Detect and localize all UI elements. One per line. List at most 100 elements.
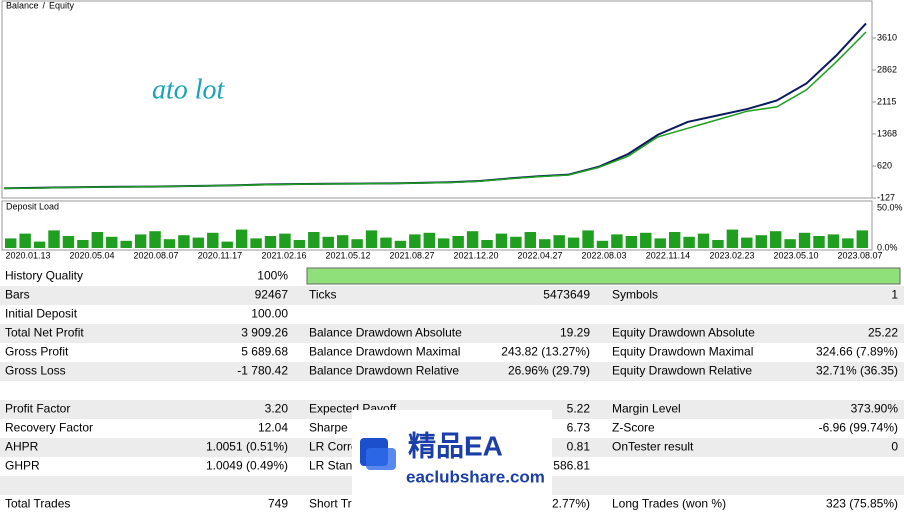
x-tick-label: 2020.05.04: [69, 250, 114, 260]
cell-label: History Quality: [5, 269, 83, 283]
cell-value: 323 (75.85%): [826, 497, 898, 511]
deposit-bar: [235, 229, 248, 248]
deposit-bar: [322, 236, 334, 248]
cell-label: Balance Drawdown Absolute: [309, 326, 462, 340]
cell-value: 243.82 (13.27%): [501, 345, 590, 359]
deposit-bar: [250, 238, 262, 248]
x-tick-label: 2023.08.07: [837, 250, 882, 260]
y-tick-label: 620: [877, 160, 892, 170]
deposit-bar: [495, 233, 508, 248]
cell-value: 100%: [257, 269, 288, 283]
row-band: [0, 286, 904, 305]
cell-value: 12.04: [258, 421, 288, 435]
cell-label: Initial Deposit: [5, 307, 78, 321]
deposit-bar: [668, 232, 681, 248]
cell-value: 26.96% (29.79): [508, 364, 590, 378]
x-tick-label: 2020.08.07: [133, 250, 178, 260]
deposit-bar: [596, 240, 609, 248]
deposit-bar: [163, 239, 176, 248]
cell-value: 373.90%: [851, 402, 899, 416]
x-tick-label: 2023.05.10: [773, 250, 818, 260]
cell-label: Total Net Profit: [5, 326, 84, 340]
cell-value: 92467: [255, 288, 289, 302]
annotation: ato lot: [152, 74, 226, 105]
deposit-bar: [755, 235, 767, 248]
deposit-bar: [19, 233, 31, 248]
x-tick-label: 2020.01.13: [5, 250, 50, 260]
cell-label: Long Trades (won %): [612, 497, 726, 511]
y-tick-label: 0.0%: [877, 242, 898, 252]
watermark-url: eaclubshare.com: [406, 467, 545, 486]
cell-value: 749: [268, 497, 288, 511]
deposit-bar: [452, 236, 464, 248]
x-tick-label: 2021.02.16: [261, 250, 306, 260]
y-tick-label: 2115: [877, 96, 896, 106]
cell-label: Symbols: [612, 288, 658, 302]
x-tick-label: 2021.08.27: [389, 250, 434, 260]
deposit-bar: [134, 234, 147, 248]
y-tick-label: 1368: [877, 128, 897, 138]
deposit-bar: [582, 230, 594, 248]
watermark-title: 精品EA: [408, 430, 503, 461]
cell-value: 324.66 (7.89%): [816, 345, 898, 359]
cell-label: Ticks: [309, 288, 337, 302]
y-tick-label: 2862: [877, 64, 897, 74]
deposit-bar: [365, 230, 378, 248]
deposit-bar: [308, 232, 320, 248]
deposit-bar: [207, 232, 219, 248]
deposit-bar: [394, 240, 407, 248]
cell-label: OnTester result: [612, 440, 694, 454]
x-tick-label: 2022.11.14: [646, 250, 690, 260]
y-tick-label: 3610: [877, 32, 897, 42]
cell-value: 100.00: [251, 307, 288, 321]
cell-value: 3.20: [265, 402, 289, 416]
deposit-bar: [77, 240, 89, 248]
deposit-bar: [106, 236, 118, 248]
quality-bar: [306, 267, 901, 285]
y-tick-label: -127: [877, 192, 895, 202]
cell-value: 3 909.26: [241, 326, 288, 340]
deposit-bar: [221, 241, 233, 248]
deposit-bar: [640, 232, 652, 248]
cell-value: 1.0049 (0.49%): [206, 459, 288, 473]
cell-label: Balance Drawdown Maximal: [309, 345, 460, 359]
cell-label: Gross Loss: [5, 364, 66, 378]
deposit-bar: [611, 234, 623, 248]
deposit-bar: [553, 235, 565, 248]
deposit-bar: [178, 235, 190, 248]
deposit-bar: [712, 240, 724, 248]
deposit-bar: [409, 234, 421, 248]
cell-label: Bars: [5, 288, 30, 302]
legend-entry: /: [43, 0, 46, 10]
deposit-bar: [741, 237, 753, 248]
cell-label: Gross Profit: [5, 345, 69, 359]
deposit-bar: [48, 230, 60, 248]
logo-icon: [366, 448, 396, 470]
deposit-bar: [510, 236, 522, 248]
deposit-bar: [91, 232, 104, 248]
x-tick-label: 2021.12.20: [453, 250, 498, 260]
deposit-bar: [567, 237, 580, 248]
cell-value: 0: [891, 440, 898, 454]
deposit-bar: [149, 231, 161, 248]
chart-frame: [1, 0, 873, 199]
deposit-bar: [625, 236, 638, 248]
cell-value: 5473649: [543, 288, 590, 302]
deposit-bar: [524, 232, 537, 248]
deposit-bar: [279, 233, 291, 248]
deposit-bar: [423, 232, 435, 248]
deposit-bar: [784, 239, 796, 248]
cell-label: Equity Drawdown Maximal: [612, 345, 753, 359]
deposit-bar: [264, 236, 277, 248]
row-band: [0, 362, 904, 381]
deposit-bar: [192, 237, 205, 248]
row-band: [0, 324, 904, 343]
cell-label: Z-Score: [612, 421, 655, 435]
deposit-bar: [683, 236, 695, 248]
x-tick-label: 2023.02.23: [709, 250, 754, 260]
legend-entry: Equity: [49, 0, 75, 10]
y-tick-label: 50.0%: [877, 202, 903, 212]
deposit-bar: [120, 240, 132, 248]
x-tick-label: 2020.11.17: [198, 250, 242, 260]
